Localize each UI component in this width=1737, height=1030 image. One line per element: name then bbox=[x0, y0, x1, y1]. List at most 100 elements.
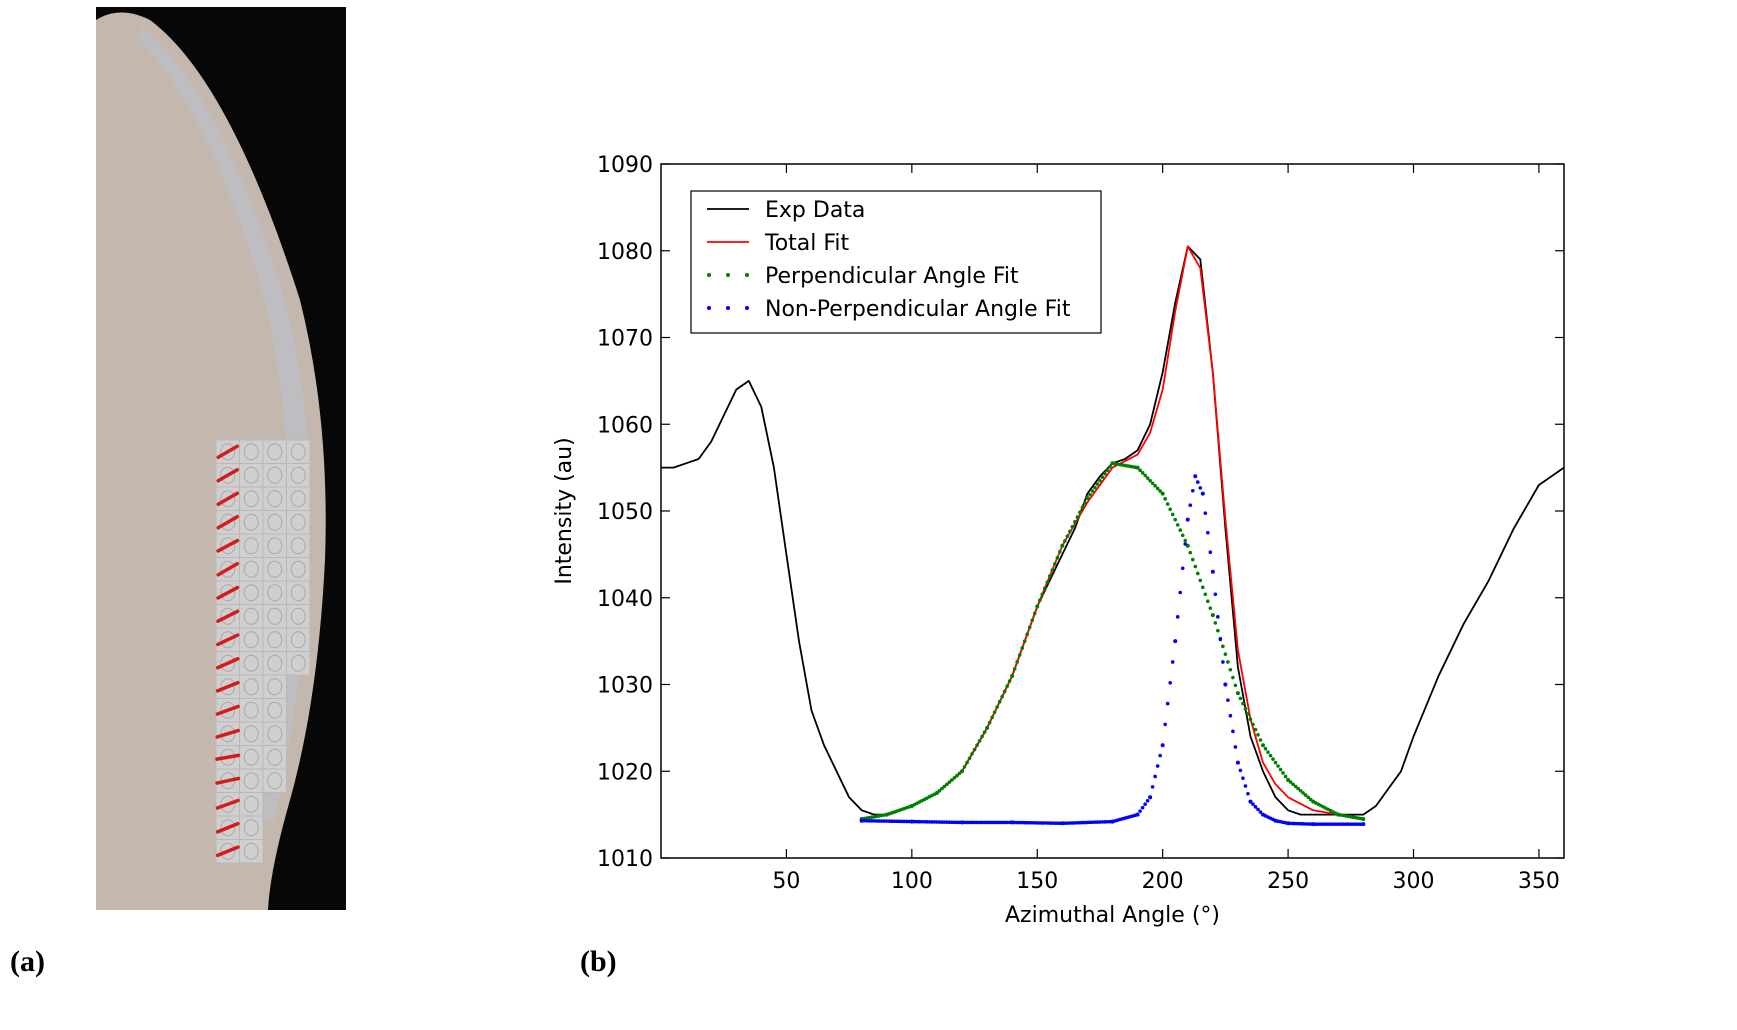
panel-label-b: (b) bbox=[580, 945, 617, 978]
fit-dot bbox=[1070, 524, 1075, 529]
x-tick-label: 200 bbox=[1142, 869, 1184, 894]
fit-dot bbox=[864, 818, 869, 823]
fit-dot bbox=[1226, 698, 1230, 702]
fit-dot bbox=[1246, 712, 1250, 716]
fit-dot bbox=[1025, 632, 1030, 636]
cell-ring bbox=[220, 654, 236, 672]
fit-dot bbox=[995, 820, 999, 825]
fit-dot bbox=[1354, 822, 1358, 826]
fit-dot bbox=[1060, 543, 1065, 548]
legend-swatch bbox=[707, 306, 711, 310]
series-layer bbox=[660, 245, 1565, 827]
fit-dot bbox=[1032, 611, 1037, 616]
orientation-vector bbox=[216, 538, 240, 553]
cell-ring bbox=[243, 443, 259, 461]
y-tick-label: 1020 bbox=[597, 760, 653, 785]
cell-ring bbox=[243, 631, 259, 649]
cell-ring bbox=[220, 584, 236, 602]
fit-dot bbox=[1017, 820, 1022, 825]
fit-dot bbox=[1105, 468, 1110, 473]
fit-dot bbox=[1286, 821, 1290, 826]
fit-dot bbox=[1238, 696, 1243, 701]
series-perpendicular-angle-fit bbox=[859, 461, 1366, 821]
fit-dot bbox=[957, 771, 962, 776]
orientation-vector bbox=[215, 753, 241, 761]
cell-ring bbox=[267, 725, 283, 743]
orientation-vector bbox=[216, 562, 240, 577]
fit-dot bbox=[1143, 802, 1147, 807]
fit-dot bbox=[1263, 746, 1268, 751]
fit-dot bbox=[975, 820, 979, 825]
fit-dot bbox=[1331, 822, 1336, 826]
fit-dot bbox=[1047, 821, 1052, 825]
fit-dot bbox=[945, 782, 949, 787]
fit-dot bbox=[935, 791, 939, 795]
y-tick-label: 1060 bbox=[597, 413, 653, 438]
fit-dot bbox=[1103, 820, 1107, 824]
fit-dot bbox=[1135, 812, 1140, 817]
fit-dot bbox=[1301, 822, 1305, 826]
cell-ring bbox=[290, 584, 306, 602]
fit-dot bbox=[1017, 653, 1022, 657]
fit-dot bbox=[967, 756, 972, 761]
fit-dot bbox=[1005, 684, 1009, 689]
fit-dot bbox=[1073, 520, 1077, 524]
fit-dot bbox=[1040, 592, 1045, 597]
fit-dot bbox=[930, 820, 934, 824]
fit-dot bbox=[977, 739, 982, 743]
cell-ring bbox=[267, 584, 283, 602]
fit-dot bbox=[927, 820, 932, 824]
fit-dot bbox=[1203, 592, 1208, 597]
orientation-vector bbox=[215, 728, 241, 739]
y-tick-label: 1080 bbox=[597, 240, 653, 265]
fit-dot bbox=[1308, 822, 1313, 826]
series-non-perpendicular-angle-fit bbox=[859, 474, 1366, 827]
fit-dot bbox=[1080, 820, 1085, 825]
fit-dot bbox=[967, 820, 972, 825]
fit-dot bbox=[1140, 805, 1145, 810]
fit-dot bbox=[889, 819, 894, 824]
fit-dot bbox=[1070, 821, 1075, 825]
fit-dot bbox=[982, 730, 987, 735]
fit-dot bbox=[1251, 722, 1255, 727]
y-axis-label: Intensity (au) bbox=[552, 437, 577, 584]
fit-dot bbox=[1168, 507, 1172, 512]
fit-dot bbox=[1163, 497, 1167, 501]
fit-dot bbox=[1022, 820, 1027, 825]
fit-dot bbox=[990, 715, 994, 720]
legend-label: Exp Data bbox=[765, 198, 865, 223]
fit-dot bbox=[1050, 568, 1055, 572]
orientation-vector bbox=[215, 821, 240, 834]
legend-swatch bbox=[745, 306, 749, 310]
fit-dot bbox=[1095, 820, 1100, 824]
legend-label: Perpendicular Angle Fit bbox=[765, 264, 1019, 289]
fit-dot bbox=[1158, 489, 1162, 493]
fit-dot bbox=[859, 818, 864, 823]
fit-dot bbox=[1173, 517, 1178, 522]
fit-dot bbox=[897, 819, 902, 824]
fit-dot bbox=[1078, 510, 1082, 515]
fit-dot bbox=[972, 820, 977, 825]
fit-dot bbox=[1281, 771, 1285, 775]
fit-dot bbox=[1035, 821, 1040, 825]
fit-dot bbox=[1060, 821, 1065, 826]
fit-dot bbox=[952, 820, 957, 825]
fit-dot bbox=[1343, 822, 1348, 826]
fit-dot bbox=[1083, 500, 1087, 505]
fit-dot bbox=[925, 820, 929, 824]
fit-dot bbox=[1313, 822, 1318, 826]
fit-dot bbox=[1293, 784, 1298, 789]
fit-dot bbox=[1261, 743, 1265, 748]
fit-dot bbox=[867, 819, 871, 823]
fit-dot bbox=[1201, 491, 1205, 496]
fit-dot bbox=[935, 820, 939, 824]
fit-dot bbox=[1042, 821, 1047, 825]
fit-dot bbox=[1027, 625, 1032, 630]
cell-ring bbox=[290, 607, 306, 625]
cell-ring bbox=[243, 490, 259, 508]
fit-dot bbox=[1065, 534, 1070, 538]
cell-ring bbox=[220, 701, 236, 719]
fit-dot bbox=[950, 778, 954, 782]
grid-cell bbox=[239, 839, 264, 864]
